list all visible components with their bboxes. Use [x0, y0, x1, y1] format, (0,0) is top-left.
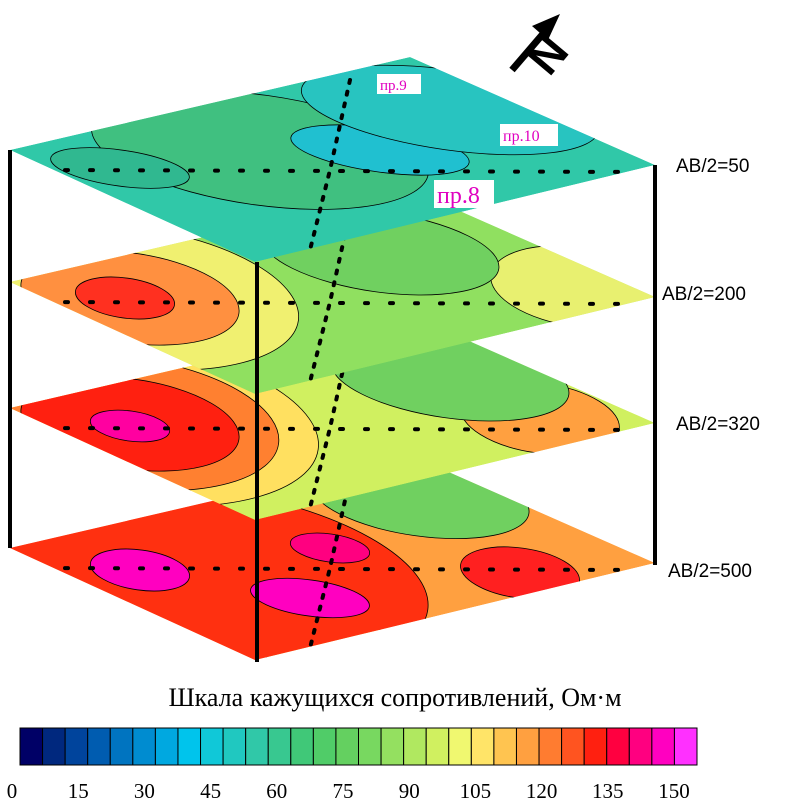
color-cell: [20, 728, 43, 765]
color-cell: [494, 728, 517, 765]
layer-label: AB/2=200: [662, 284, 746, 305]
color-cell: [674, 728, 697, 765]
color-cell: [336, 728, 359, 765]
color-cell: [629, 728, 652, 765]
color-cell: [223, 728, 246, 765]
color-cell: [155, 728, 178, 765]
north-label: N: [517, 25, 578, 84]
tick-label: 150: [658, 779, 690, 803]
color-cell: [516, 728, 539, 765]
color-cell: [268, 728, 291, 765]
color-cell: [246, 728, 269, 765]
color-cell: [584, 728, 607, 765]
tick-label: 120: [526, 779, 558, 803]
tick-label: 105: [460, 779, 492, 803]
tick-label: 30: [134, 779, 155, 803]
color-cell: [404, 728, 427, 765]
color-cell: [381, 728, 404, 765]
tick-label: 60: [266, 779, 287, 803]
profile-label: пр.8: [437, 183, 480, 209]
color-cell: [201, 728, 224, 765]
color-cell: [471, 728, 494, 765]
color-cell: [178, 728, 201, 765]
layer-label: AB/2=500: [668, 561, 752, 582]
tick-label: 75: [333, 779, 354, 803]
color-cell: [426, 728, 449, 765]
color-cell: [133, 728, 156, 765]
tick-label: 135: [592, 779, 624, 803]
color-cell: [291, 728, 314, 765]
tick-label: 45: [200, 779, 221, 803]
color-cell: [539, 728, 562, 765]
figure: N пр.9 пр.10 пр.8 AB/2=50 AB/2=200 AB/2=…: [0, 0, 790, 805]
tick-label: 15: [68, 779, 89, 803]
color-cell: [562, 728, 585, 765]
scale-title: Шкала кажущихся сопротивлений, Ом·м: [168, 683, 621, 712]
layer-label: AB/2=50: [676, 156, 749, 177]
color-cell: [65, 728, 88, 765]
tick-label: 90: [399, 779, 420, 803]
tick-label: 0: [7, 779, 18, 803]
color-cell: [359, 728, 382, 765]
color-cell: [110, 728, 133, 765]
color-cell: [88, 728, 111, 765]
color-cell: [313, 728, 336, 765]
color-cell: [449, 728, 472, 765]
color-cell: [43, 728, 66, 765]
color-bar: 0 15 30 45 60 75 90 105 120 135 150: [7, 728, 697, 803]
profile-label: пр.9: [380, 78, 407, 94]
profile-label: пр.10: [503, 128, 540, 145]
layer-maps: [0, 50, 675, 700]
north-arrow: N: [512, 14, 578, 84]
color-cell: [607, 728, 630, 765]
layer-label: AB/2=320: [676, 414, 760, 435]
color-cell: [652, 728, 675, 765]
